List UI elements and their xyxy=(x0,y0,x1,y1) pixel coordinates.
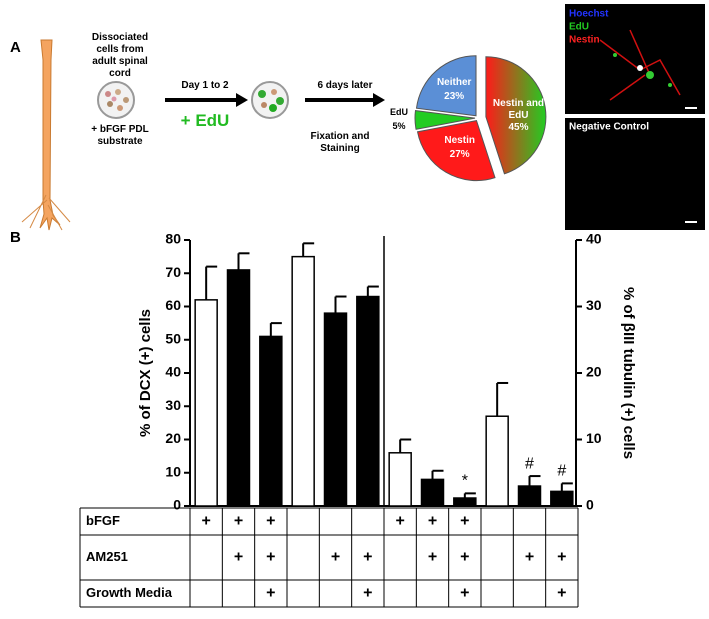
bar xyxy=(323,312,348,507)
step-label: 6 days later xyxy=(317,80,373,91)
y-tick-label: 40 xyxy=(165,364,181,380)
condition-mark: + xyxy=(395,513,404,530)
panel-label: B xyxy=(10,229,21,246)
stain-label: EdU xyxy=(569,22,589,33)
y-tick-label: 20 xyxy=(165,430,181,446)
slice-value: 5% xyxy=(392,121,406,132)
y2-tick-label: 30 xyxy=(586,297,602,313)
slice-label: Nestin and EdU xyxy=(492,97,545,121)
condition-mark: + xyxy=(525,549,534,566)
arrow xyxy=(165,93,248,107)
condition-mark: + xyxy=(266,585,275,602)
pie-slice xyxy=(485,56,547,175)
bar xyxy=(485,415,509,507)
row-label: bFGF xyxy=(86,513,120,528)
arrow xyxy=(305,93,385,107)
step-label: Fixation and Staining xyxy=(310,131,370,154)
slice-value: 23% xyxy=(444,90,465,102)
slice-label: Neither xyxy=(436,76,472,88)
bar xyxy=(453,497,477,507)
bar xyxy=(291,255,315,507)
stain-label: Hoechst xyxy=(569,9,609,20)
condition-mark: + xyxy=(460,549,469,566)
condition-mark: + xyxy=(428,513,437,530)
condition-mark: + xyxy=(234,513,243,530)
y-tick-label: 0 xyxy=(173,497,181,513)
pie-slice xyxy=(414,110,476,130)
step-label: + bFGF PDL substrate xyxy=(91,124,149,147)
significance-mark: # xyxy=(525,455,534,472)
y-tick-label: 30 xyxy=(165,397,181,413)
micrograph xyxy=(565,4,705,114)
pie-slice xyxy=(415,55,477,117)
condition-table xyxy=(79,507,579,608)
row-label: AM251 xyxy=(86,549,128,564)
y-tick-label: 80 xyxy=(165,231,181,247)
panel-label: A xyxy=(10,39,21,56)
condition-mark: + xyxy=(460,513,469,530)
condition-mark: + xyxy=(331,549,340,566)
step-label: Dissociated cells from adult spinal cord xyxy=(91,32,149,79)
bar xyxy=(550,490,574,507)
bar xyxy=(517,485,542,507)
condition-mark: + xyxy=(460,585,469,602)
y2-tick-label: 40 xyxy=(586,231,602,247)
bar xyxy=(388,452,412,507)
culture-dish xyxy=(251,81,289,119)
condition-mark: + xyxy=(557,585,566,602)
stain-label: Nestin xyxy=(569,35,600,46)
y-tick-label: 10 xyxy=(165,463,181,479)
micrograph xyxy=(565,118,705,230)
condition-mark: + xyxy=(557,549,566,566)
slice-value: 45% xyxy=(508,121,529,133)
slice-label: Nestin xyxy=(444,134,475,146)
y-tick-label: 50 xyxy=(165,330,181,346)
bar xyxy=(420,478,445,507)
slice-label: EdU xyxy=(390,107,409,118)
y2-tick-label: 10 xyxy=(586,430,602,446)
bar xyxy=(259,335,283,507)
bar xyxy=(226,269,251,507)
condition-mark: + xyxy=(266,549,275,566)
y-tick-label: 60 xyxy=(165,297,181,313)
row-label: Growth Media xyxy=(86,585,173,600)
stain-label: Negative Control xyxy=(569,122,649,133)
y2-tick-label: 0 xyxy=(586,497,594,513)
y-axis-label: % of DCX (+) cells xyxy=(137,309,154,437)
y2-axis-label: % of βIII tubulin (+) cells xyxy=(620,287,637,459)
treatment-label: + EdU xyxy=(180,111,230,130)
step-label: Day 1 to 2 xyxy=(181,80,229,91)
bar xyxy=(356,295,380,507)
culture-dish xyxy=(97,81,135,119)
bar xyxy=(194,299,218,507)
condition-mark: + xyxy=(363,549,372,566)
condition-mark: + xyxy=(428,549,437,566)
spinal-cord-illustration xyxy=(21,39,71,231)
micrograph-cells xyxy=(599,29,681,101)
y2-tick-label: 20 xyxy=(586,364,602,380)
condition-mark: + xyxy=(234,549,243,566)
significance-mark: * xyxy=(462,473,468,490)
pie-slice xyxy=(416,120,496,182)
y-tick-label: 70 xyxy=(165,264,181,280)
condition-mark: + xyxy=(363,585,372,602)
significance-mark: # xyxy=(557,463,566,480)
slice-value: 27% xyxy=(449,148,470,160)
condition-mark: + xyxy=(266,513,275,530)
condition-mark: + xyxy=(201,513,210,530)
